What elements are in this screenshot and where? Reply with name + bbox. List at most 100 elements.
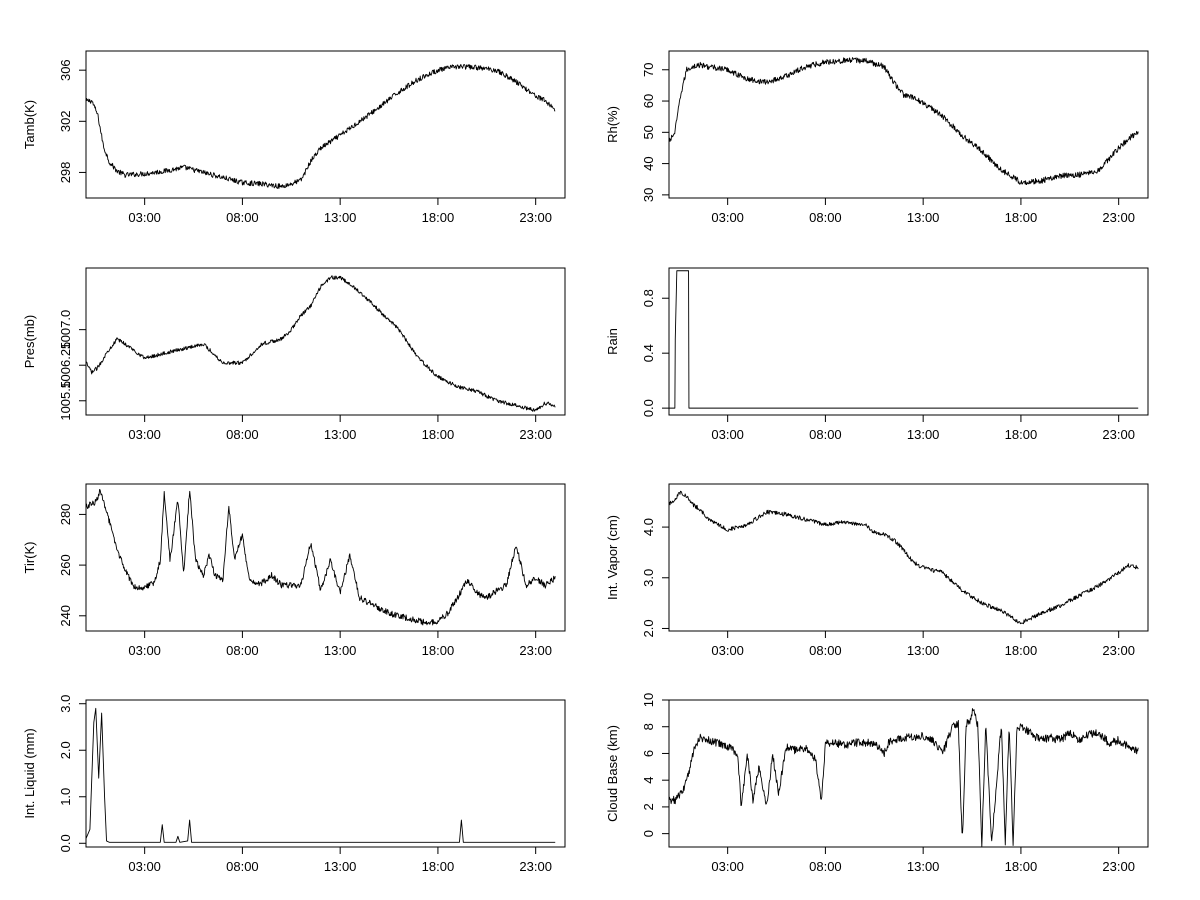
x-tick-label: 13:00	[324, 210, 357, 225]
panel-7: 03:00 08:00 13:00 18:00 23:00 0 2 4 6 8 10 Cloud Ba…	[605, 693, 1149, 874]
y-tick-label: 1005.5	[58, 381, 73, 421]
y-tick-label: 2.0	[641, 619, 656, 637]
y-tick-label: 0.0	[58, 834, 73, 852]
series-line	[668, 708, 1139, 848]
x-tick-label: 18:00	[1005, 210, 1038, 225]
y-tick-label: 4.0	[641, 518, 656, 536]
y-axis-title: Tamb(K)	[22, 100, 37, 149]
y-tick-label: 0.0	[641, 399, 656, 417]
y-tick-label: 70	[641, 63, 656, 77]
y-tick-label: 2.0	[58, 741, 73, 759]
x-tick-label: 13:00	[907, 427, 940, 442]
panel-1: 03:00 08:00 13:00 18:00 23:00 30 40 50 60 70 Rh(%)	[605, 50, 1149, 225]
y-tick-label: 60	[641, 94, 656, 108]
series-line	[668, 490, 1139, 625]
panel-5: 03:00 08:00 13:00 18:00 23:00 2.0 3.0 4.0 Int. V…	[605, 483, 1149, 658]
x-tick-label: 08:00	[809, 643, 842, 658]
y-tick-label: 1006.25	[58, 342, 73, 389]
x-tick-label: 23:00	[1102, 427, 1135, 442]
x-tick-label: 18:00	[422, 210, 455, 225]
x-tick-label: 13:00	[907, 643, 940, 658]
series-line	[85, 275, 556, 412]
x-tick-label: 08:00	[809, 859, 842, 874]
x-tick-label: 23:00	[519, 427, 552, 442]
series-line	[85, 707, 556, 843]
y-tick-label: 6	[641, 750, 656, 757]
series-line	[85, 64, 556, 190]
x-tick-label: 03:00	[711, 210, 744, 225]
y-axis-title: Rh(%)	[605, 106, 620, 143]
x-tick-label: 13:00	[324, 643, 357, 658]
y-tick-label: 3.0	[641, 569, 656, 587]
x-tick-label: 03:00	[128, 859, 161, 874]
y-tick-label: 260	[58, 554, 73, 576]
x-tick-label: 18:00	[422, 427, 455, 442]
x-tick-label: 18:00	[422, 643, 455, 658]
x-tick-label: 08:00	[226, 427, 259, 442]
y-tick-label: 0	[641, 830, 656, 837]
y-tick-label: 2	[641, 803, 656, 810]
x-tick-label: 18:00	[1005, 859, 1038, 874]
x-tick-label: 23:00	[1102, 210, 1135, 225]
x-tick-label: 13:00	[324, 859, 357, 874]
x-tick-label: 03:00	[711, 643, 744, 658]
y-axis-title: Int. Vapor (cm)	[605, 515, 620, 600]
x-tick-label: 23:00	[1102, 859, 1135, 874]
y-tick-label: 1.0	[58, 788, 73, 806]
y-tick-label: 8	[641, 723, 656, 730]
panel-3: 03:00 08:00 13:00 18:00 23:00 0.0 0.4 0.8 Rain	[605, 267, 1149, 442]
x-tick-label: 13:00	[907, 210, 940, 225]
x-tick-label: 23:00	[519, 210, 552, 225]
y-tick-label: 298	[58, 162, 73, 184]
plot-frame	[668, 483, 1149, 632]
plot-frame	[85, 50, 566, 199]
x-tick-label: 08:00	[226, 643, 259, 658]
x-tick-label: 08:00	[809, 210, 842, 225]
plot-frame	[668, 50, 1149, 199]
y-tick-label: 0.4	[641, 344, 656, 362]
y-tick-label: 40	[641, 156, 656, 170]
series-line	[669, 270, 1139, 409]
x-tick-label: 03:00	[711, 859, 744, 874]
y-tick-label: 30	[641, 188, 656, 202]
plot-frame	[85, 267, 566, 416]
y-tick-label: 50	[641, 125, 656, 139]
x-tick-label: 23:00	[1102, 643, 1135, 658]
panel-6: 03:00 08:00 13:00 18:00 23:00 0.0 1.0 2.0 3.0 Int…	[22, 695, 566, 874]
panel-0: 03:00 08:00 13:00 18:00 23:00 298 302 306 Tamb(K…	[22, 50, 566, 225]
x-tick-label: 18:00	[1005, 427, 1038, 442]
y-tick-label: 3.0	[58, 695, 73, 713]
x-tick-label: 03:00	[128, 210, 161, 225]
plot-frame	[85, 699, 566, 848]
series-line	[85, 489, 556, 626]
x-tick-label: 13:00	[907, 859, 940, 874]
x-tick-label: 13:00	[324, 427, 357, 442]
y-axis-title: Cloud Base (km)	[605, 725, 620, 822]
x-tick-label: 08:00	[226, 210, 259, 225]
y-axis-title: Pres(mb)	[22, 315, 37, 368]
x-tick-label: 23:00	[519, 859, 552, 874]
y-axis-title: Int. Liquid (mm)	[22, 728, 37, 818]
y-tick-label: 240	[58, 605, 73, 627]
x-tick-label: 18:00	[422, 859, 455, 874]
series-line	[668, 57, 1139, 186]
x-tick-label: 03:00	[711, 427, 744, 442]
x-tick-label: 03:00	[128, 643, 161, 658]
panel-2: 03:00 08:00 13:00 18:00 23:00 1005.51006.2510…	[22, 267, 566, 442]
plot-frame	[85, 483, 566, 632]
y-axis-title: Tir(K)	[22, 541, 37, 573]
x-tick-label: 08:00	[226, 859, 259, 874]
y-tick-label: 302	[58, 110, 73, 132]
y-tick-label: 280	[58, 504, 73, 526]
y-tick-label: 10	[641, 693, 656, 707]
plot-frame	[668, 267, 1149, 416]
panel-4: 03:00 08:00 13:00 18:00 23:00 240 260 280 Tir(K)	[22, 483, 566, 658]
y-axis-title: Rain	[605, 328, 620, 355]
y-tick-label: 0.8	[641, 289, 656, 307]
x-tick-label: 18:00	[1005, 643, 1038, 658]
x-tick-label: 23:00	[519, 643, 552, 658]
y-tick-label: 1007.0	[58, 310, 73, 350]
x-tick-label: 03:00	[128, 427, 161, 442]
y-tick-label: 306	[58, 59, 73, 81]
